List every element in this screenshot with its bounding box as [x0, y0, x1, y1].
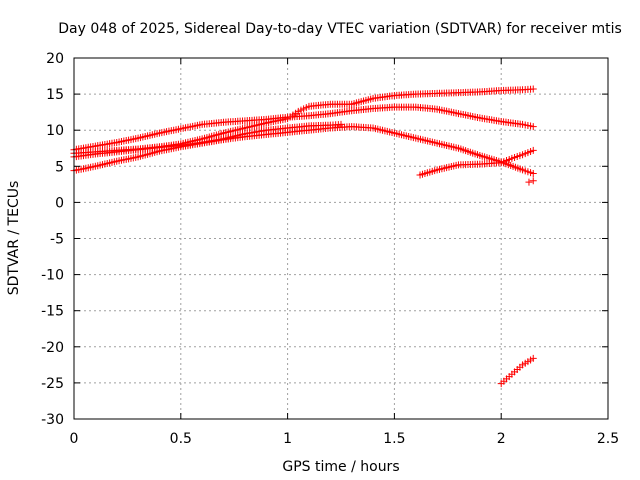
y-tick-label: 0: [55, 195, 64, 211]
y-tick-label: 10: [46, 123, 64, 139]
x-tick-label: 1: [283, 431, 292, 447]
x-tick-label: 1.5: [383, 431, 405, 447]
y-tick-label: -30: [41, 412, 64, 428]
axis-ticks: [73, 57, 609, 420]
y-tick-label: -10: [41, 268, 64, 284]
chart-title: Day 048 of 2025, Sidereal Day-to-day VTE…: [58, 21, 622, 37]
x-tick-label: 2: [497, 431, 506, 447]
data-point: [529, 177, 537, 185]
x-tick-label: 0.5: [170, 431, 192, 447]
data-point: [529, 354, 537, 362]
y-tick-label: -15: [41, 304, 64, 320]
y-tick-label: 5: [55, 159, 64, 175]
data-point: [529, 85, 537, 93]
data-point: [525, 178, 533, 186]
y-tick-label: -5: [50, 232, 64, 248]
y-tick-label: 15: [46, 87, 64, 103]
data-point: [529, 146, 537, 154]
x-tick-label: 2.5: [597, 431, 619, 447]
data-point: [529, 170, 537, 178]
y-tick-label: -25: [41, 376, 64, 392]
x-tick-label: 0: [70, 431, 79, 447]
y-axis-label: SDTVAR / TECUs: [6, 181, 22, 296]
data-points: [70, 85, 537, 388]
x-tick-labels: 0 0.5 1 1.5 2 2.5: [70, 431, 620, 447]
y-tick-label: 20: [46, 51, 64, 67]
y-tick-label: -20: [41, 340, 64, 356]
grid-lines: [74, 58, 608, 419]
x-axis-label: GPS time / hours: [282, 459, 399, 475]
data-point: [337, 120, 345, 128]
data-point: [529, 123, 537, 131]
y-tick-labels: -30 -25 -20 -15 -10 -5 0 5 10 15 20: [41, 51, 64, 428]
